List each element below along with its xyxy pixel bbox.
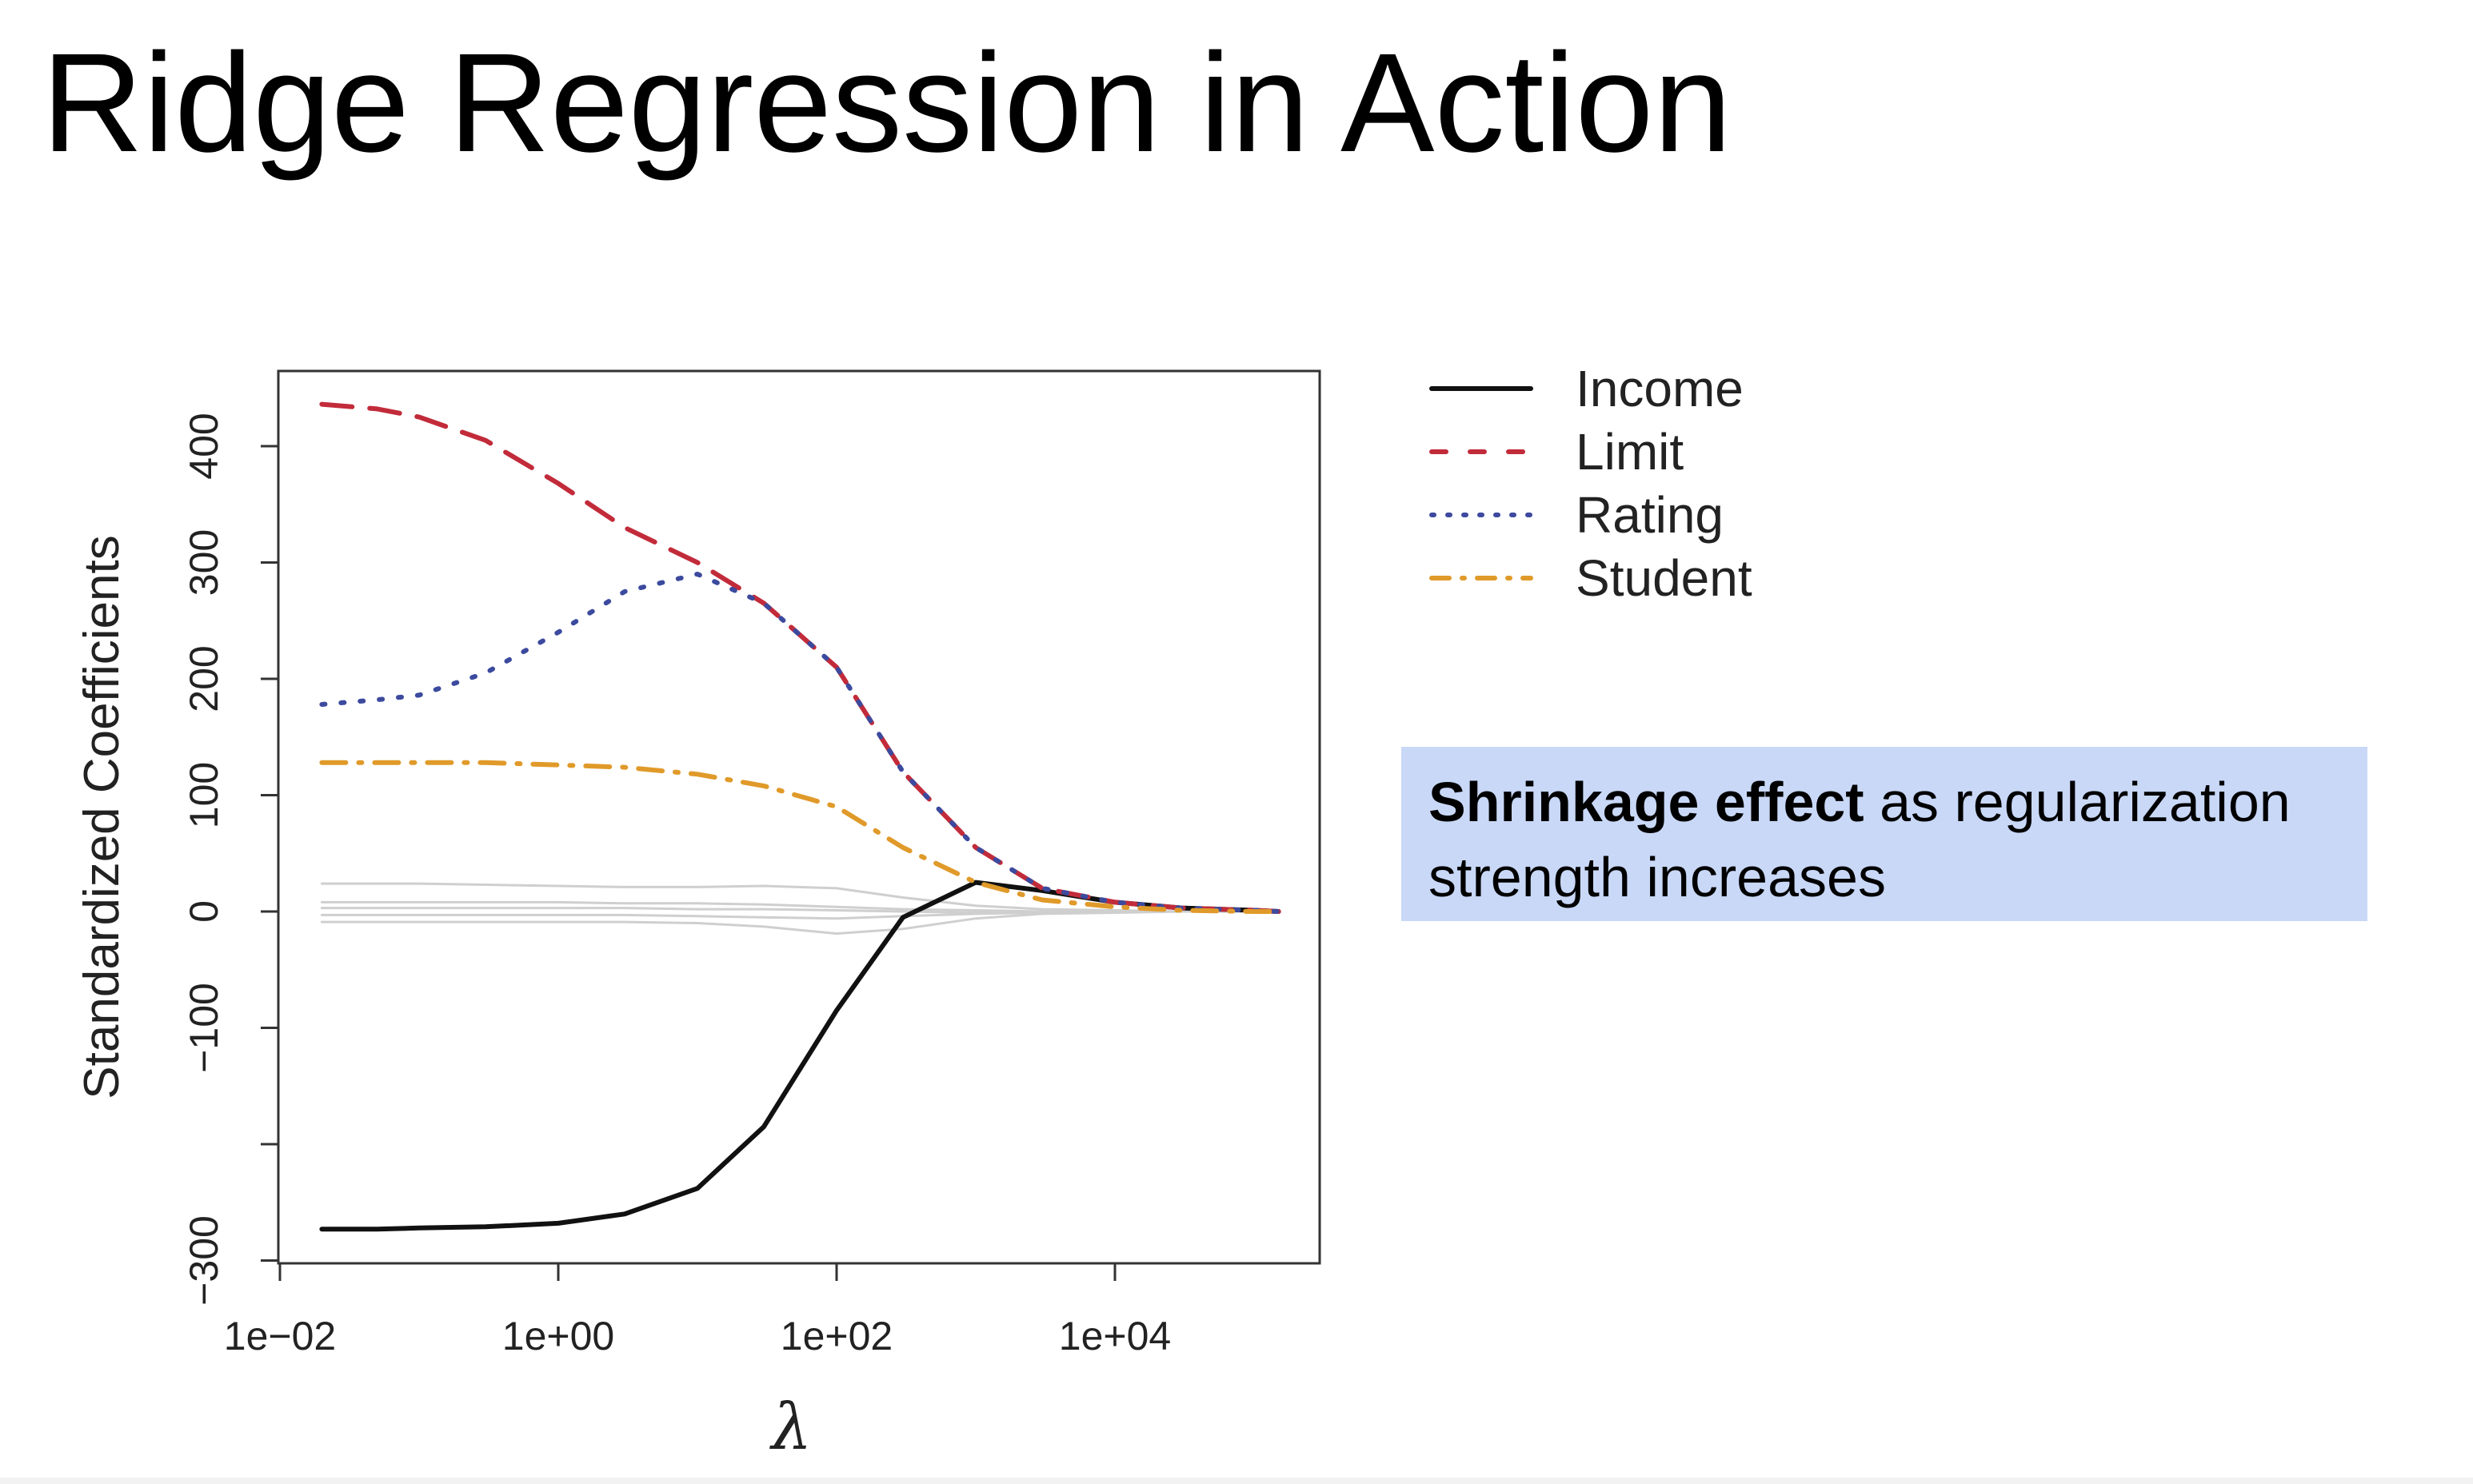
x-tick-label: 1e+04: [1059, 1314, 1171, 1358]
shrinkage-callout: Shrinkage effect as regularization stren…: [1401, 747, 2367, 921]
legend-label-rating: Rating: [1576, 486, 1724, 544]
y-tick-label: −300: [182, 1215, 226, 1306]
x-tick-label: 1e−02: [224, 1314, 336, 1358]
legend-label-limit: Limit: [1576, 423, 1684, 481]
series-line-student: [319, 760, 1281, 914]
x-axis-label: λ: [769, 1390, 813, 1464]
legend-label-student: Student: [1576, 549, 1752, 607]
series-line-income: [319, 880, 1281, 1232]
series-line-rating: [319, 572, 1281, 914]
slide-title: Ridge Regression in Action: [42, 25, 1732, 182]
callout-text: as regularization strength increases: [1428, 771, 2291, 908]
y-tick-label: 100: [182, 762, 226, 828]
series-line-limit: [319, 401, 1281, 914]
y-tick-label: 400: [182, 413, 226, 479]
x-tick-label: 1e+02: [781, 1314, 893, 1358]
y-axis-label: Standardized Coefficients: [74, 535, 130, 1099]
bottom-divider: [0, 1478, 2473, 1484]
x-tick-label: 1e+00: [502, 1314, 614, 1358]
y-tick-label: 300: [182, 529, 226, 596]
series-line-other-8: [320, 910, 1280, 935]
y-tick-label: −100: [182, 983, 226, 1073]
callout-bold-text: Shrinkage effect: [1428, 771, 1864, 833]
y-tick-label: 0: [182, 900, 226, 923]
legend-label-income: Income: [1576, 360, 1744, 417]
plot-frame: [277, 369, 1321, 1265]
y-tick-label: 200: [182, 645, 226, 712]
